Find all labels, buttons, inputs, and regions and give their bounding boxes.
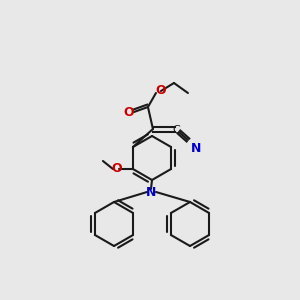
Text: C: C bbox=[172, 125, 180, 135]
Text: O: O bbox=[124, 106, 134, 119]
Text: N: N bbox=[146, 187, 156, 200]
Text: O: O bbox=[112, 163, 122, 176]
Text: O: O bbox=[156, 85, 166, 98]
Text: N: N bbox=[191, 142, 201, 154]
